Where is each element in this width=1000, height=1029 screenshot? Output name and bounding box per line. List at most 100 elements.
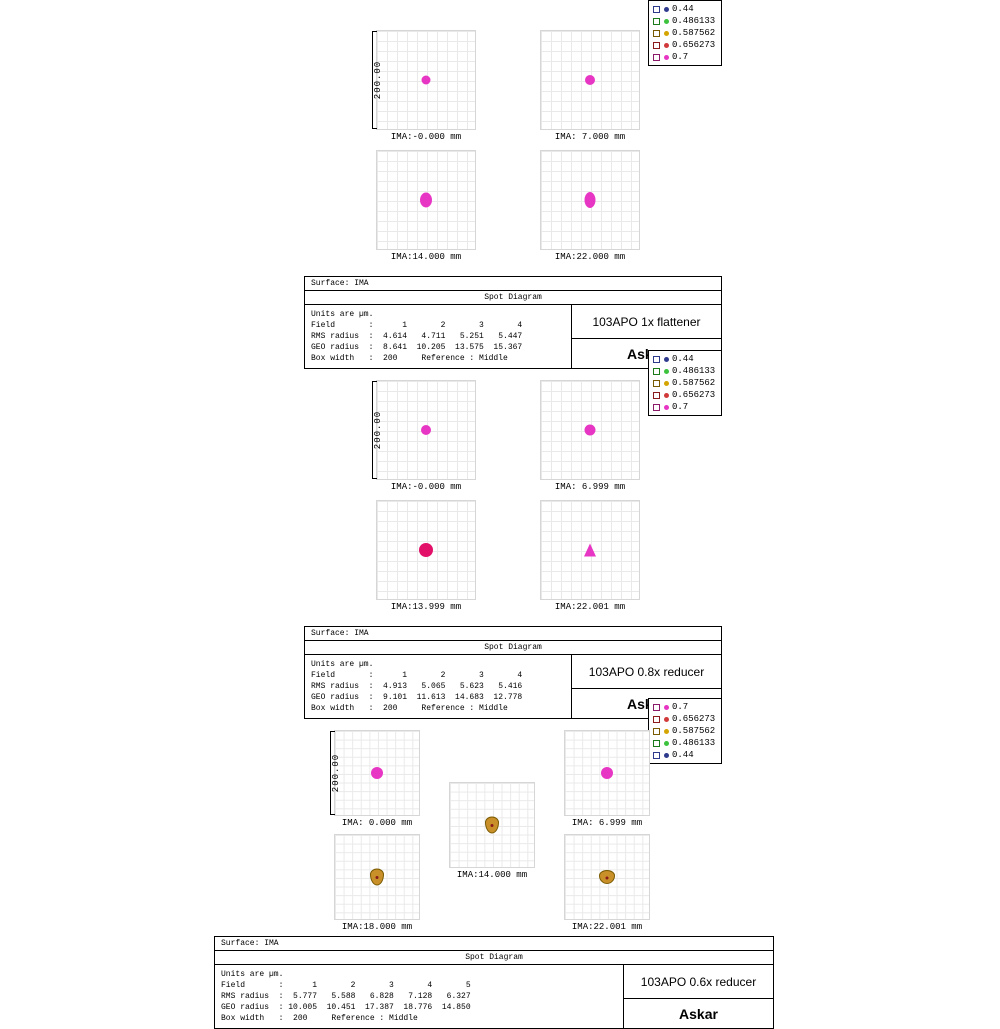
- plot-label: IMA:22.000 mm: [540, 252, 640, 262]
- legend-item: 0.486133: [653, 15, 715, 27]
- legend-box-icon: [653, 740, 660, 747]
- legend-item: 0.44: [653, 3, 715, 15]
- plot-label: IMA:14.000 mm: [376, 252, 476, 262]
- spot-plot: IMA:22.001 mm: [564, 834, 650, 934]
- legend-label: 0.486133: [672, 15, 715, 27]
- plot-label: IMA: 7.000 mm: [540, 132, 640, 142]
- legend-item: 0.656273: [653, 39, 715, 51]
- metrics-text: Units are µm. Field : 1 2 3 4 RMS radius…: [305, 305, 571, 368]
- spot-shape: [585, 425, 596, 436]
- plot-label: IMA: 0.000 mm: [334, 818, 420, 828]
- legend-box-icon: [653, 54, 660, 61]
- plot-label: IMA:22.001 mm: [564, 922, 650, 932]
- legend-label: 0.7: [672, 401, 688, 413]
- diagram-title: Spot Diagram: [305, 641, 721, 655]
- spot-diagram-table: Surface: IMASpot DiagramUnits are µm. Fi…: [214, 936, 774, 1029]
- legend-box-icon: [653, 368, 660, 375]
- legend-item: 0.486133: [653, 365, 715, 377]
- spot-plot: 200.00IMA:-0.000 mm: [376, 30, 476, 130]
- spot-shape: [420, 193, 432, 208]
- plot-grid: [449, 782, 535, 868]
- wavelength-legend: 0.440.4861330.5875620.6562730.7: [648, 350, 722, 416]
- plot-label: IMA:18.000 mm: [334, 922, 420, 932]
- spot-shape: [585, 75, 595, 85]
- legend-label: 0.656273: [672, 713, 715, 725]
- wavelength-legend: 0.440.4861330.5875620.6562730.7: [648, 0, 722, 66]
- legend-box-icon: [653, 6, 660, 13]
- spot-shape: [422, 76, 431, 85]
- legend-label: 0.656273: [672, 389, 715, 401]
- wavelength-legend: 0.70.6562730.5875620.4861330.44: [648, 698, 722, 764]
- spot-shape: [601, 767, 613, 779]
- spot-shape: [599, 870, 615, 884]
- brand-name: Askar: [624, 999, 773, 1028]
- legend-dot-icon: [664, 55, 669, 60]
- plot-label: IMA:22.001 mm: [540, 602, 640, 612]
- legend-box-icon: [653, 42, 660, 49]
- legend-item: 0.7: [653, 51, 715, 63]
- legend-box-icon: [653, 356, 660, 363]
- diagram-title: Spot Diagram: [215, 951, 773, 965]
- spot-plot: IMA: 6.999 mm: [540, 380, 640, 480]
- legend-label: 0.44: [672, 749, 694, 761]
- legend-dot-icon: [664, 31, 669, 36]
- plot-grid: [540, 380, 640, 480]
- legend-dot-icon: [664, 717, 669, 722]
- legend-item: 0.44: [653, 749, 715, 761]
- legend-item: 0.587562: [653, 725, 715, 737]
- legend-item: 0.7: [653, 401, 715, 413]
- spot-plot: IMA:18.000 mm: [334, 834, 420, 934]
- legend-dot-icon: [664, 753, 669, 758]
- legend-dot-icon: [664, 741, 669, 746]
- legend-label: 0.7: [672, 701, 688, 713]
- spot-plot: IMA: 6.999 mm: [564, 730, 650, 830]
- y-axis-label: 200.00: [331, 754, 341, 792]
- legend-dot-icon: [664, 393, 669, 398]
- spot-shape: [421, 425, 431, 435]
- spot-shape: [371, 767, 383, 779]
- spot-plot: IMA: 7.000 mm: [540, 30, 640, 130]
- plot-grid: [540, 150, 640, 250]
- spot-plot: IMA:22.001 mm: [540, 500, 640, 600]
- legend-box-icon: [653, 404, 660, 411]
- plot-grid: 200.00: [376, 380, 476, 480]
- plot-grid: [376, 500, 476, 600]
- product-name: 103APO 1x flattener: [572, 305, 721, 339]
- plot-grid: 200.00: [376, 30, 476, 130]
- legend-dot-icon: [664, 381, 669, 386]
- legend-label: 0.486133: [672, 365, 715, 377]
- legend-dot-icon: [664, 43, 669, 48]
- product-name: 103APO 0.8x reducer: [572, 655, 721, 689]
- spot-plot: IMA:13.999 mm: [376, 500, 476, 600]
- legend-label: 0.44: [672, 353, 694, 365]
- legend-dot-icon: [664, 405, 669, 410]
- plot-label: IMA:-0.000 mm: [376, 132, 476, 142]
- legend-box-icon: [653, 392, 660, 399]
- legend-item: 0.7: [653, 701, 715, 713]
- legend-label: 0.587562: [672, 377, 715, 389]
- diagram-title: Spot Diagram: [305, 291, 721, 305]
- y-axis-label: 200.00: [373, 61, 383, 99]
- spot-plot: IMA:14.000 mm: [376, 150, 476, 250]
- plot-grid: [334, 834, 420, 920]
- legend-label: 0.7: [672, 51, 688, 63]
- legend-box-icon: [653, 716, 660, 723]
- product-name: 103APO 0.6x reducer: [624, 965, 773, 999]
- surface-label: Surface: IMA: [305, 627, 721, 641]
- spot-shape: [370, 869, 384, 886]
- surface-label: Surface: IMA: [305, 277, 721, 291]
- legend-box-icon: [653, 18, 660, 25]
- plot-grid: 200.00: [334, 730, 420, 816]
- legend-item: 0.656273: [653, 713, 715, 725]
- legend-dot-icon: [664, 729, 669, 734]
- spot-shape: [419, 543, 433, 557]
- legend-dot-icon: [664, 369, 669, 374]
- spot-plot: 200.00IMA:-0.000 mm: [376, 380, 476, 480]
- legend-box-icon: [653, 752, 660, 759]
- plot-label: IMA:-0.000 mm: [376, 482, 476, 492]
- legend-label: 0.587562: [672, 27, 715, 39]
- plot-grid: [564, 730, 650, 816]
- legend-box-icon: [653, 728, 660, 735]
- legend-dot-icon: [664, 705, 669, 710]
- legend-item: 0.486133: [653, 737, 715, 749]
